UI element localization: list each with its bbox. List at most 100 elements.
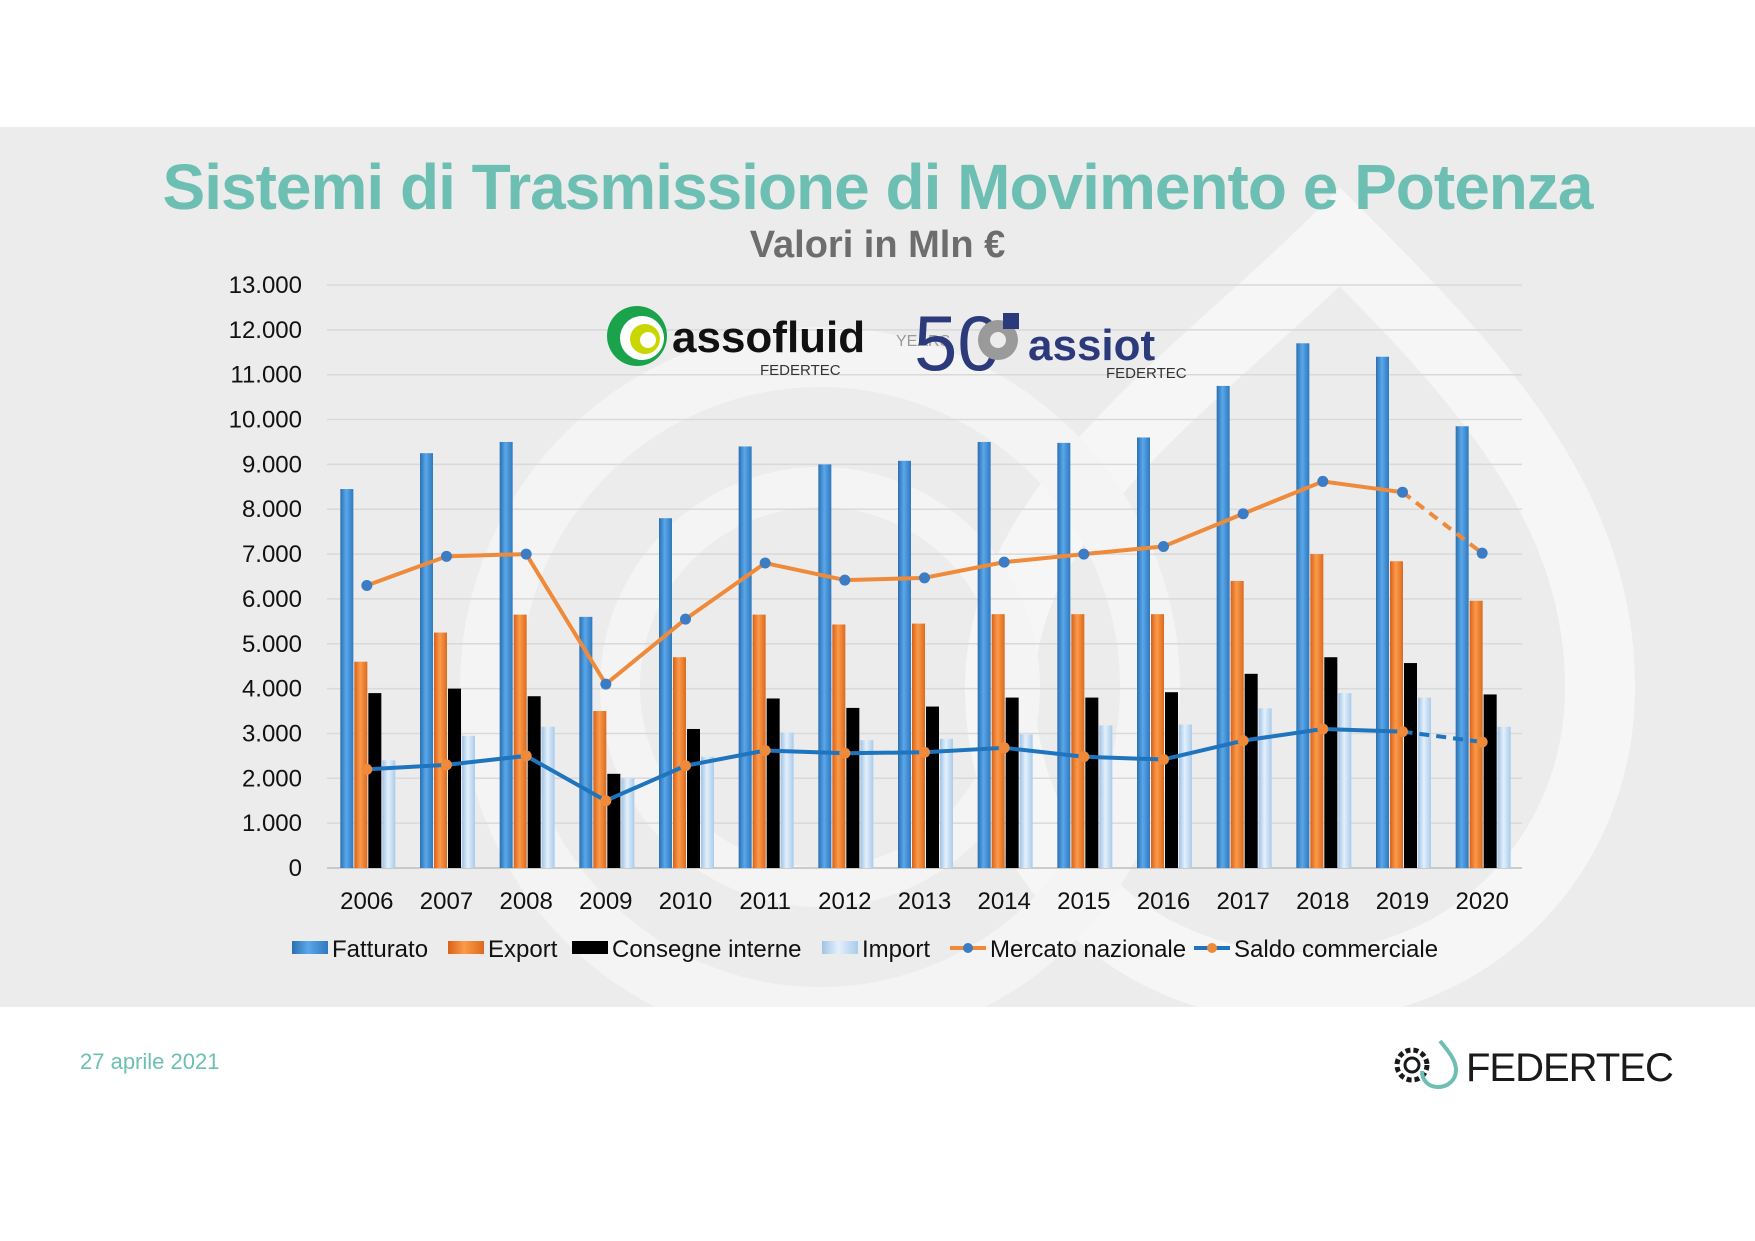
bar-export: [752, 614, 766, 868]
bar-export: [912, 623, 925, 868]
point-mercato-nazionale: [1317, 475, 1329, 487]
y-tick-label: 5.000: [242, 631, 302, 658]
legend-label-fatturato: Fatturato: [332, 936, 428, 963]
point-mercato-nazionale: [361, 579, 373, 591]
x-tick-label: 2009: [579, 888, 632, 915]
bar-fatturato: [1376, 356, 1389, 868]
x-tick-label: 2014: [977, 888, 1030, 915]
y-tick-label: 8.000: [242, 496, 302, 523]
y-tick-label: 0: [289, 855, 302, 882]
bar-fatturato: [579, 616, 593, 868]
x-tick-label: 2019: [1376, 888, 1429, 915]
bar-import: [462, 735, 475, 868]
bar-import: [541, 726, 555, 868]
bar-export: [1310, 554, 1324, 868]
bar-fatturato: [659, 518, 672, 868]
assofluid-logo: assofluid FEDERTEC: [607, 306, 865, 379]
bar-consegne-interne: [527, 696, 541, 868]
bar-consegne-interne: [1244, 673, 1258, 868]
x-tick-label: 2012: [818, 888, 871, 915]
bar-consegne-interne: [926, 706, 939, 868]
legend-label-export: Export: [488, 936, 558, 963]
drop-icon: [1420, 1039, 1459, 1090]
bar-fatturato: [1296, 343, 1310, 868]
point-mercato-nazionale: [919, 572, 930, 584]
x-tick-label: 2013: [898, 888, 951, 915]
bar-consegne-interne: [1165, 692, 1178, 868]
bar-export: [354, 661, 368, 868]
bar-consegne-interne: [766, 698, 780, 868]
bar-consegne-interne: [1085, 697, 1099, 868]
x-tick-label: 2020: [1455, 888, 1508, 915]
bar-import: [1418, 697, 1431, 868]
y-tick-label: 13.000: [229, 272, 302, 299]
point-mercato-nazionale: [1397, 486, 1408, 498]
chart-subtitle: Valori in Mln €: [749, 224, 1006, 266]
x-tick-label: 2006: [340, 888, 393, 915]
bar-fatturato: [1216, 385, 1230, 868]
bar-consegne-interne: [1005, 697, 1019, 868]
federtec-logo: FEDERTEC: [1394, 1039, 1674, 1090]
legend: Fatturato Export Consegne interne Import Mer…: [292, 936, 1438, 963]
bar-consegne-interne: [846, 707, 860, 868]
bar-fatturato: [898, 460, 911, 868]
line-saldo-commerciale-projection: [1402, 729, 1483, 744]
x-tick-label: 2008: [499, 888, 552, 915]
legend-marker-mercato-nazionale: [963, 943, 973, 953]
bar-export: [434, 632, 447, 868]
bar-export: [1230, 580, 1244, 868]
x-tick-label: 2017: [1216, 888, 1269, 915]
bar-import: [1497, 726, 1511, 868]
x-tick-label: 2011: [739, 888, 791, 915]
y-tick-label: 7.000: [242, 541, 302, 568]
assiot-years-badge: YEARS: [896, 333, 950, 350]
point-mercato-nazionale: [1237, 508, 1249, 520]
legend-label-saldo-commerciale: Saldo commerciale: [1234, 936, 1438, 963]
point-mercato-nazionale: [1158, 540, 1169, 552]
bar-import: [860, 740, 874, 868]
legend-swatch-import: [822, 941, 858, 954]
bar-import: [1179, 724, 1192, 868]
bar-consegne-interne: [687, 728, 700, 868]
x-tick-label: 2018: [1296, 888, 1349, 915]
bar-fatturato: [340, 489, 354, 868]
line-saldo-commerciale: [366, 726, 1403, 803]
bar-fatturato: [420, 453, 433, 868]
legend-marker-saldo-commerciale: [1207, 943, 1217, 953]
gear-icon: [1394, 1047, 1430, 1083]
bar-consegne-interne: [607, 773, 621, 868]
legend-swatch-export: [448, 941, 484, 954]
point-saldo-commerciale: [1476, 736, 1488, 748]
x-tick-label: 2015: [1057, 888, 1110, 915]
bar-fatturato: [818, 464, 832, 868]
y-tick-label: 1.000: [242, 810, 302, 837]
point-saldo-commerciale: [441, 759, 452, 771]
bar-fatturato: [1137, 437, 1150, 868]
bar-import: [940, 738, 953, 868]
point-saldo-commerciale: [361, 763, 373, 775]
bar-import: [621, 778, 635, 868]
bar-export: [513, 614, 527, 868]
slide-date: 27 aprile 2021: [80, 1049, 220, 1074]
point-saldo-commerciale: [600, 795, 612, 807]
bar-export: [1469, 600, 1483, 868]
bar-consegne-interne: [368, 693, 382, 868]
x-tick-label: 2007: [420, 888, 473, 915]
x-tick-label: 2010: [659, 888, 712, 915]
y-tick-label: 12.000: [229, 317, 302, 344]
point-saldo-commerciale: [520, 750, 532, 762]
bar-export: [1390, 561, 1403, 868]
point-mercato-nazionale: [1078, 548, 1090, 560]
bar-fatturato: [1455, 426, 1469, 868]
legend-swatch-fatturato: [292, 941, 328, 954]
point-saldo-commerciale: [919, 746, 930, 758]
assiot-logo: YEARS 50 assiot FEDERTEC: [896, 299, 1187, 387]
bar-consegne-interne: [448, 688, 461, 868]
x-tick-label: 2016: [1137, 888, 1190, 915]
chart-title: Sistemi di Trasmissione di Movimento e P…: [162, 151, 1594, 223]
bar-import: [1019, 734, 1033, 868]
point-mercato-nazionale: [520, 548, 532, 560]
point-mercato-nazionale: [1476, 547, 1488, 559]
bar-consegne-interne: [1324, 657, 1338, 868]
bar-export: [832, 624, 846, 868]
